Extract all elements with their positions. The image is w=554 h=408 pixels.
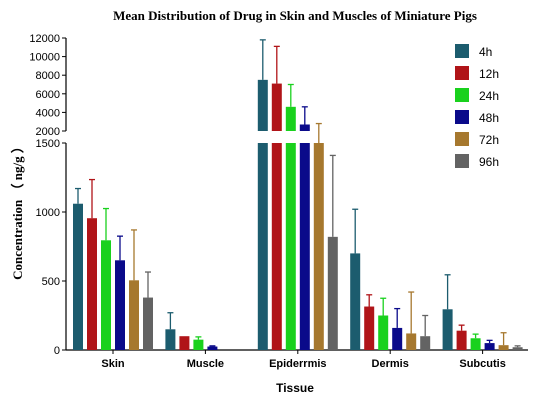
bar-96h-Dermis <box>420 336 431 350</box>
x-tick-label-subcutis: Subcutis <box>459 358 505 370</box>
legend-label-48h: 48h <box>479 111 499 125</box>
legend: 4h 12h 24h 48h 72h 96h <box>455 44 499 169</box>
x-tick-label-epiderrmis: Epiderrmis <box>269 358 326 370</box>
legend-label-4h: 4h <box>479 45 492 59</box>
y-tick-label: 10000 <box>29 52 60 64</box>
legend-swatch-4h <box>455 44 469 58</box>
bar-96h-Subcutis <box>512 347 523 350</box>
y-tick-label: 500 <box>42 276 60 288</box>
bar-72h-Epiderrmis <box>313 143 324 350</box>
bar-24h-Dermis <box>378 315 389 350</box>
bar-48h-Skin <box>115 260 125 350</box>
y-axis-label: Concentration （ ng/g ） <box>10 140 25 280</box>
legend-swatch-48h <box>455 110 469 124</box>
bar-72h-Skin <box>129 280 139 350</box>
legend-label-24h: 24h <box>479 89 499 103</box>
bar-24h-Skin <box>101 240 111 350</box>
bar-4h-Dermis <box>350 253 361 350</box>
chart-title: Mean Distribution of Drug in Skin and Mu… <box>113 8 477 23</box>
legend-swatch-96h <box>455 154 469 168</box>
bar-4h-Subcutis <box>442 309 453 350</box>
bar-upper-24h-Epiderrmis <box>285 106 296 131</box>
bar-12h-Skin <box>87 218 97 350</box>
bar-96h-Epiderrmis <box>327 236 338 350</box>
bar-48h-Subcutis <box>484 343 495 350</box>
bar-lower-12h-Epiderrmis <box>271 143 282 350</box>
x-tick-label-muscle: Muscle <box>187 358 224 370</box>
bar-4h-Muscle <box>165 329 176 350</box>
y-tick-label: 12000 <box>29 33 60 45</box>
bar-96h-Skin <box>143 297 153 350</box>
y-tick-label: 4000 <box>36 107 60 119</box>
bar-72h-Subcutis <box>498 345 509 350</box>
x-tick-label-skin: Skin <box>101 358 125 370</box>
legend-label-12h: 12h <box>479 67 499 81</box>
bar-4h-Skin <box>73 203 83 350</box>
bar-12h-Muscle <box>179 336 190 350</box>
y-tick-label: 1000 <box>36 207 60 219</box>
bars-group <box>73 39 523 350</box>
bar-lower-24h-Epiderrmis <box>285 143 296 350</box>
bar-12h-Subcutis <box>456 330 467 350</box>
y-tick-label: 1500 <box>36 138 60 150</box>
bar-24h-Subcutis <box>470 338 481 350</box>
bar-lower-4h-Epiderrmis <box>257 143 268 350</box>
legend-swatch-12h <box>455 66 469 80</box>
y-tick-label: 0 <box>54 345 60 357</box>
bar-upper-12h-Epiderrmis <box>271 83 282 131</box>
bar-48h-Muscle <box>207 346 218 350</box>
legend-label-72h: 72h <box>479 133 499 147</box>
bar-12h-Dermis <box>364 306 375 350</box>
legend-swatch-72h <box>455 132 469 146</box>
bar-upper-48h-Epiderrmis <box>299 124 310 131</box>
legend-swatch-24h <box>455 88 469 102</box>
y-tick-label: 2000 <box>36 126 60 138</box>
legend-label-96h: 96h <box>479 155 499 169</box>
bar-48h-Dermis <box>392 327 403 350</box>
bar-lower-48h-Epiderrmis <box>299 143 310 350</box>
x-tick-label-dermis: Dermis <box>372 358 409 370</box>
y-tick-label: 6000 <box>36 89 60 101</box>
y-tick-label: 8000 <box>36 70 60 82</box>
x-axis-label: Tissue <box>276 381 314 395</box>
bar-72h-Dermis <box>406 333 417 350</box>
bar-24h-Muscle <box>193 339 204 350</box>
bar-upper-4h-Epiderrmis <box>257 79 268 131</box>
